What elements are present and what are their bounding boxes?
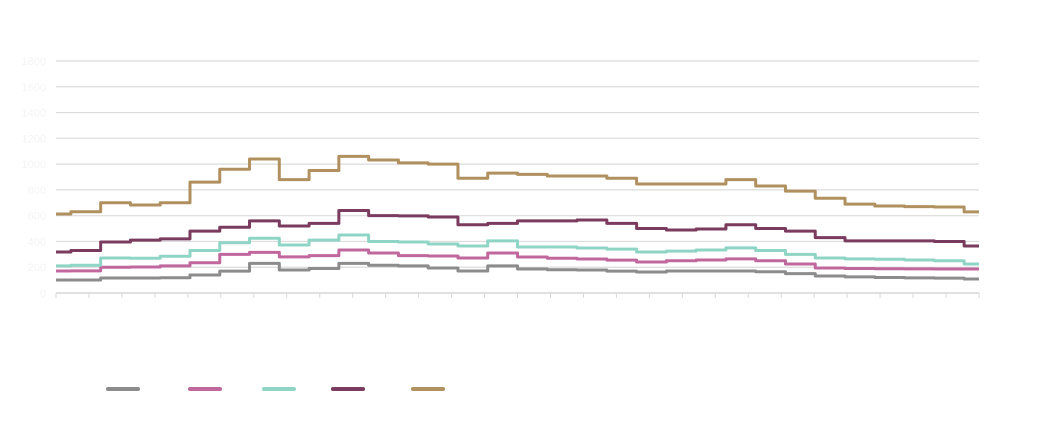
y-tick-label: 0 <box>40 288 46 300</box>
y-tick-label: 1200 <box>22 133 46 145</box>
series-line-3 <box>56 233 979 268</box>
y-axis: 0 200 400 600 800 1000 1200 1400 1600 1800 <box>22 56 46 300</box>
y-tick-label: 1400 <box>22 108 46 120</box>
series-line-4 <box>56 209 979 254</box>
y-tick-label: 400 <box>28 236 46 248</box>
y-tick-label: 1000 <box>22 159 46 171</box>
series-line-5 <box>56 154 979 216</box>
series-line-2 <box>56 248 979 273</box>
y-tick-label: 800 <box>28 185 46 197</box>
series-lines <box>56 154 979 282</box>
y-tick-label: 1600 <box>22 82 46 94</box>
y-tick-label: 200 <box>28 262 46 274</box>
y-tick-label: 1800 <box>22 56 46 68</box>
gridlines <box>56 60 979 294</box>
x-axis <box>55 292 980 298</box>
series-line-1 <box>56 261 979 282</box>
y-tick-label: 600 <box>28 211 46 223</box>
